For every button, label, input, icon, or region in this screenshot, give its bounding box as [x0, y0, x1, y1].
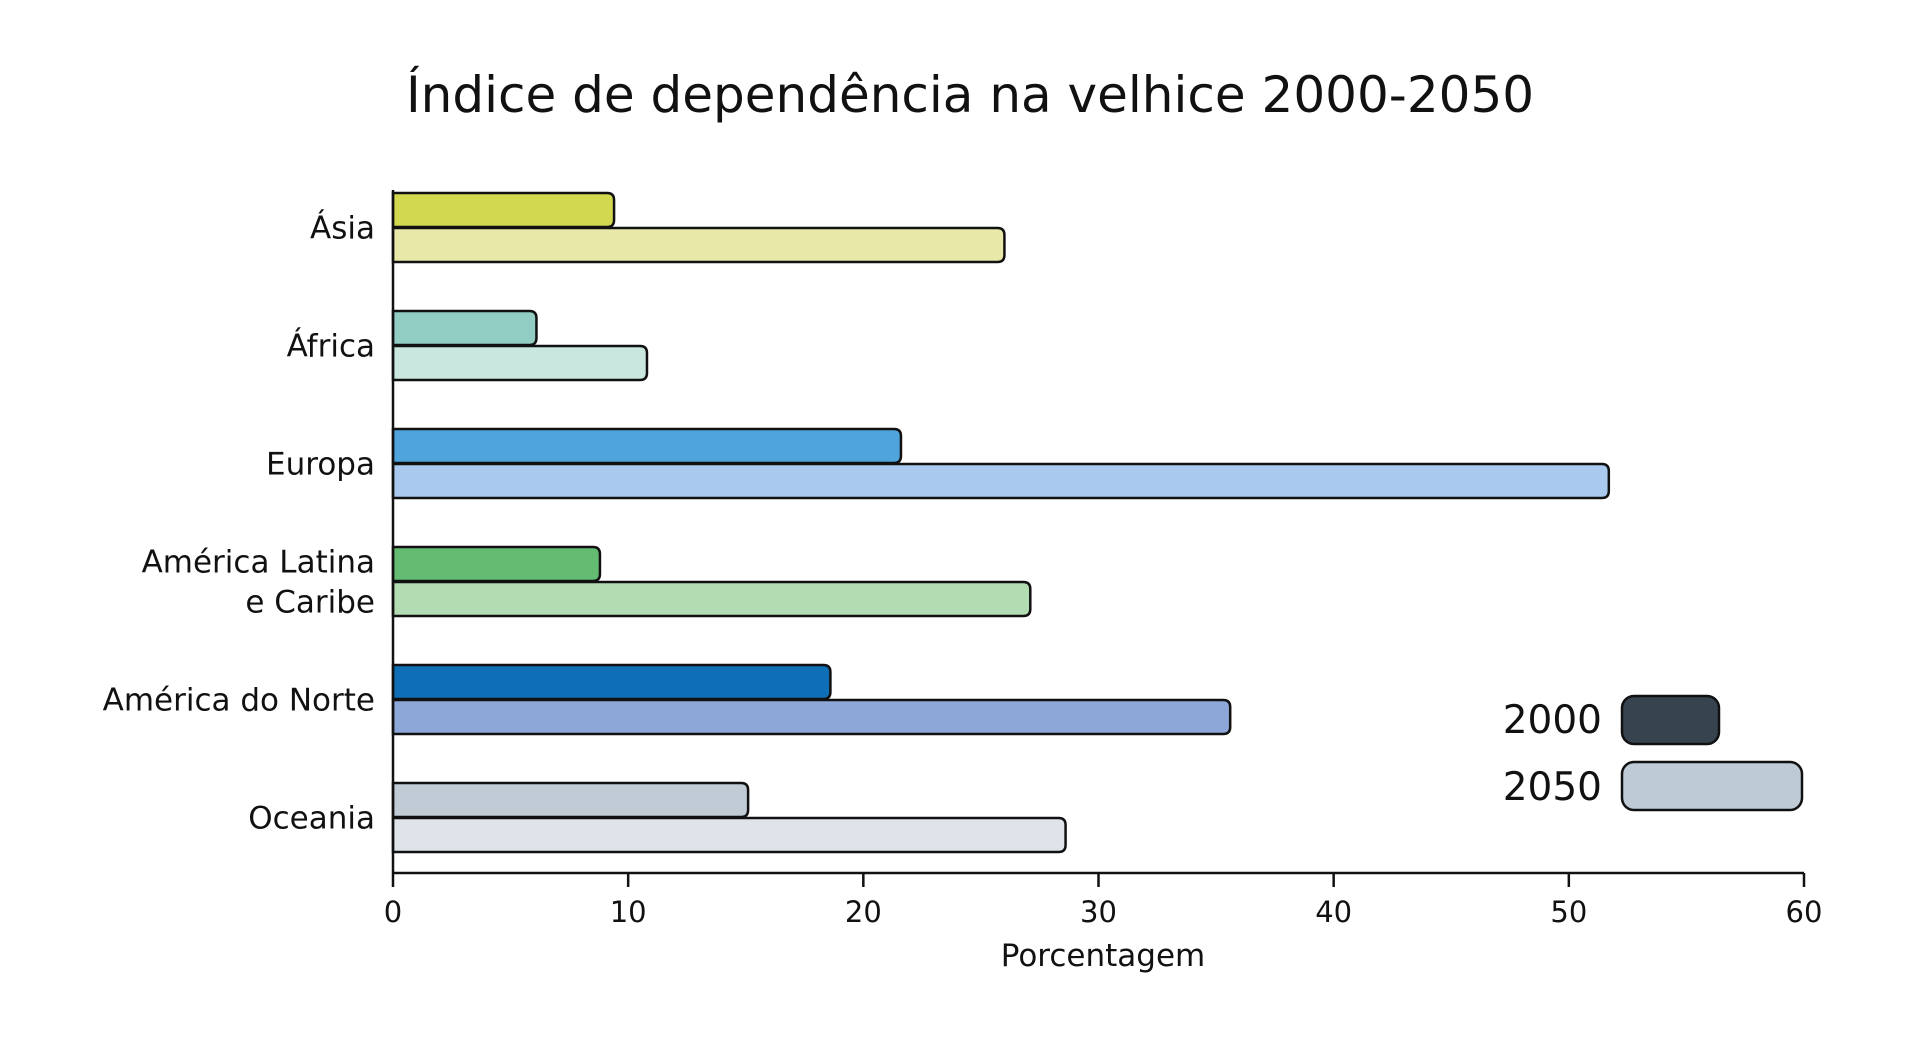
category-label: África: [287, 329, 375, 365]
legend-swatch-2000: [1620, 694, 1721, 746]
bar-2000-5: [391, 663, 832, 701]
x-tick-label: 60: [1786, 895, 1823, 929]
bar-2000-2: [391, 309, 538, 347]
category-label: América Latina: [142, 545, 375, 581]
x-tick-label: 30: [1080, 895, 1117, 929]
bar-2000-3: [391, 427, 903, 465]
bars-layer: [391, 191, 1611, 854]
x-tick-label: 40: [1315, 895, 1352, 929]
bar-2050-4: [391, 580, 1032, 618]
bar-2050-1: [391, 226, 1006, 264]
labels-layer: Ásia África Europa América Latina e Caribe Am…: [103, 211, 375, 837]
category-label: América do Norte: [103, 683, 375, 719]
bar-2000-4: [391, 545, 602, 583]
category-label: Oceania: [248, 801, 375, 837]
x-tick-label: 10: [610, 895, 647, 929]
category-label: e Caribe: [245, 585, 375, 621]
legend-label-2000: 2000: [1503, 698, 1602, 743]
x-tick-label: 50: [1550, 895, 1587, 929]
category-label: Europa: [266, 447, 375, 483]
axes-layer: 0 10 20 30 40 50 60: [384, 190, 1823, 929]
legend-swatch-2050: [1620, 760, 1804, 812]
legend: 2000 2050: [1503, 694, 1804, 812]
x-tick-label: 20: [845, 895, 882, 929]
chart-title: Índice de dependência na velhice 2000-20…: [406, 65, 1534, 124]
bar-2050-3: [391, 462, 1611, 500]
bar-2050-6: [391, 816, 1067, 854]
bar-2050-5: [391, 698, 1232, 736]
x-tick-label: 0: [384, 895, 402, 929]
x-axis-label: Porcentagem: [1001, 938, 1205, 974]
category-label: Ásia: [310, 211, 375, 247]
bar-2000-6: [391, 781, 750, 819]
bar-2000-1: [391, 191, 616, 229]
legend-label-2050: 2050: [1503, 765, 1602, 810]
bar-2050-2: [391, 344, 649, 382]
